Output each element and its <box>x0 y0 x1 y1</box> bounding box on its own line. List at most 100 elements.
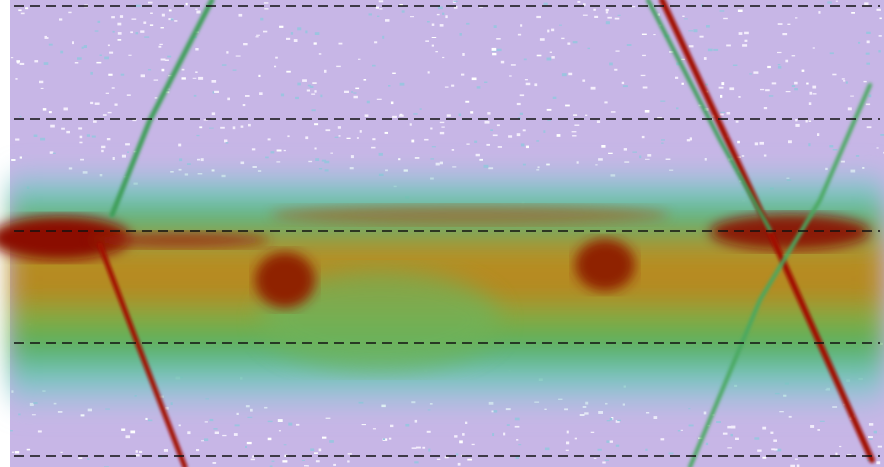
speckle <box>573 114 578 116</box>
speckle <box>484 120 490 124</box>
speckle <box>876 461 881 465</box>
speckle <box>359 130 362 133</box>
speckle <box>314 123 319 126</box>
speckle <box>810 425 815 428</box>
speckle <box>52 152 56 154</box>
speckle <box>431 146 436 148</box>
speckle <box>731 425 736 429</box>
speckle <box>759 141 764 145</box>
speckle <box>15 78 18 80</box>
speckle <box>382 35 385 39</box>
speckle <box>246 441 252 445</box>
speckle <box>161 13 165 17</box>
speckle <box>572 41 578 44</box>
speckle <box>109 51 114 54</box>
speckle <box>718 86 724 89</box>
speckle <box>645 448 648 451</box>
speckle <box>818 11 821 14</box>
speckle <box>410 16 414 18</box>
speckle <box>631 6 636 8</box>
speckle <box>547 29 550 33</box>
speckle <box>80 158 84 161</box>
speckle <box>668 452 674 455</box>
speckle <box>574 437 577 440</box>
speckle <box>267 138 271 141</box>
speckle <box>829 145 834 148</box>
speckle <box>368 13 372 16</box>
speckle <box>606 420 611 422</box>
speckle <box>121 428 126 431</box>
speckle <box>795 123 800 127</box>
speckle <box>149 24 154 26</box>
speckle <box>496 48 502 52</box>
speckle <box>647 154 652 157</box>
speckle <box>451 149 455 151</box>
speckle <box>422 446 426 449</box>
speckle <box>614 17 620 20</box>
speckle <box>201 440 205 442</box>
speckle <box>14 451 20 454</box>
speckle <box>135 32 139 35</box>
speckle <box>868 436 873 438</box>
speckle <box>808 120 812 122</box>
speckle <box>288 422 293 426</box>
speckle <box>50 124 55 128</box>
speckle <box>705 83 708 86</box>
speckle <box>174 20 178 22</box>
speckle <box>94 30 99 32</box>
speckle <box>607 16 612 19</box>
speckle <box>484 81 488 83</box>
speckle <box>604 459 609 461</box>
speckle <box>549 51 552 53</box>
speckle <box>642 86 648 89</box>
speckle <box>101 149 104 153</box>
speckle <box>200 158 204 162</box>
speckle <box>325 417 331 419</box>
speckle <box>178 424 181 427</box>
speckle <box>462 433 465 436</box>
speckle <box>337 126 341 129</box>
speckle <box>147 69 152 71</box>
speckle <box>314 452 318 454</box>
speckle <box>195 8 198 10</box>
speckle <box>74 62 79 64</box>
speckle <box>444 86 449 88</box>
speckle <box>547 119 552 121</box>
speckle <box>426 430 431 433</box>
speckle <box>517 33 522 36</box>
speckle <box>518 444 522 446</box>
speckle <box>105 92 109 94</box>
speckle <box>461 73 465 76</box>
speckle <box>602 461 606 464</box>
speckle <box>623 148 627 151</box>
speckle <box>865 52 870 55</box>
speckle <box>372 138 376 141</box>
speckle <box>214 431 219 434</box>
speckle <box>313 42 317 45</box>
speckle <box>723 17 728 20</box>
speckle <box>864 2 869 6</box>
speckle <box>727 425 732 429</box>
speckle <box>325 129 331 132</box>
speckle <box>675 76 679 79</box>
speckle <box>817 133 820 136</box>
speckle <box>414 419 418 423</box>
speckle <box>196 449 200 452</box>
speckle <box>59 18 63 21</box>
speckle <box>566 441 570 445</box>
speckle <box>459 33 462 36</box>
speckle <box>315 460 320 463</box>
speckle <box>34 60 39 63</box>
speckle <box>405 423 410 427</box>
speckle <box>506 424 510 426</box>
speckle <box>276 149 282 152</box>
speckle <box>413 113 418 115</box>
speckle <box>727 447 732 449</box>
speckle <box>845 81 848 84</box>
speckle <box>515 456 520 459</box>
speckle <box>873 430 877 434</box>
speckle <box>451 84 455 87</box>
speckle <box>536 15 541 19</box>
speckle <box>196 134 200 137</box>
speckle <box>251 148 256 151</box>
